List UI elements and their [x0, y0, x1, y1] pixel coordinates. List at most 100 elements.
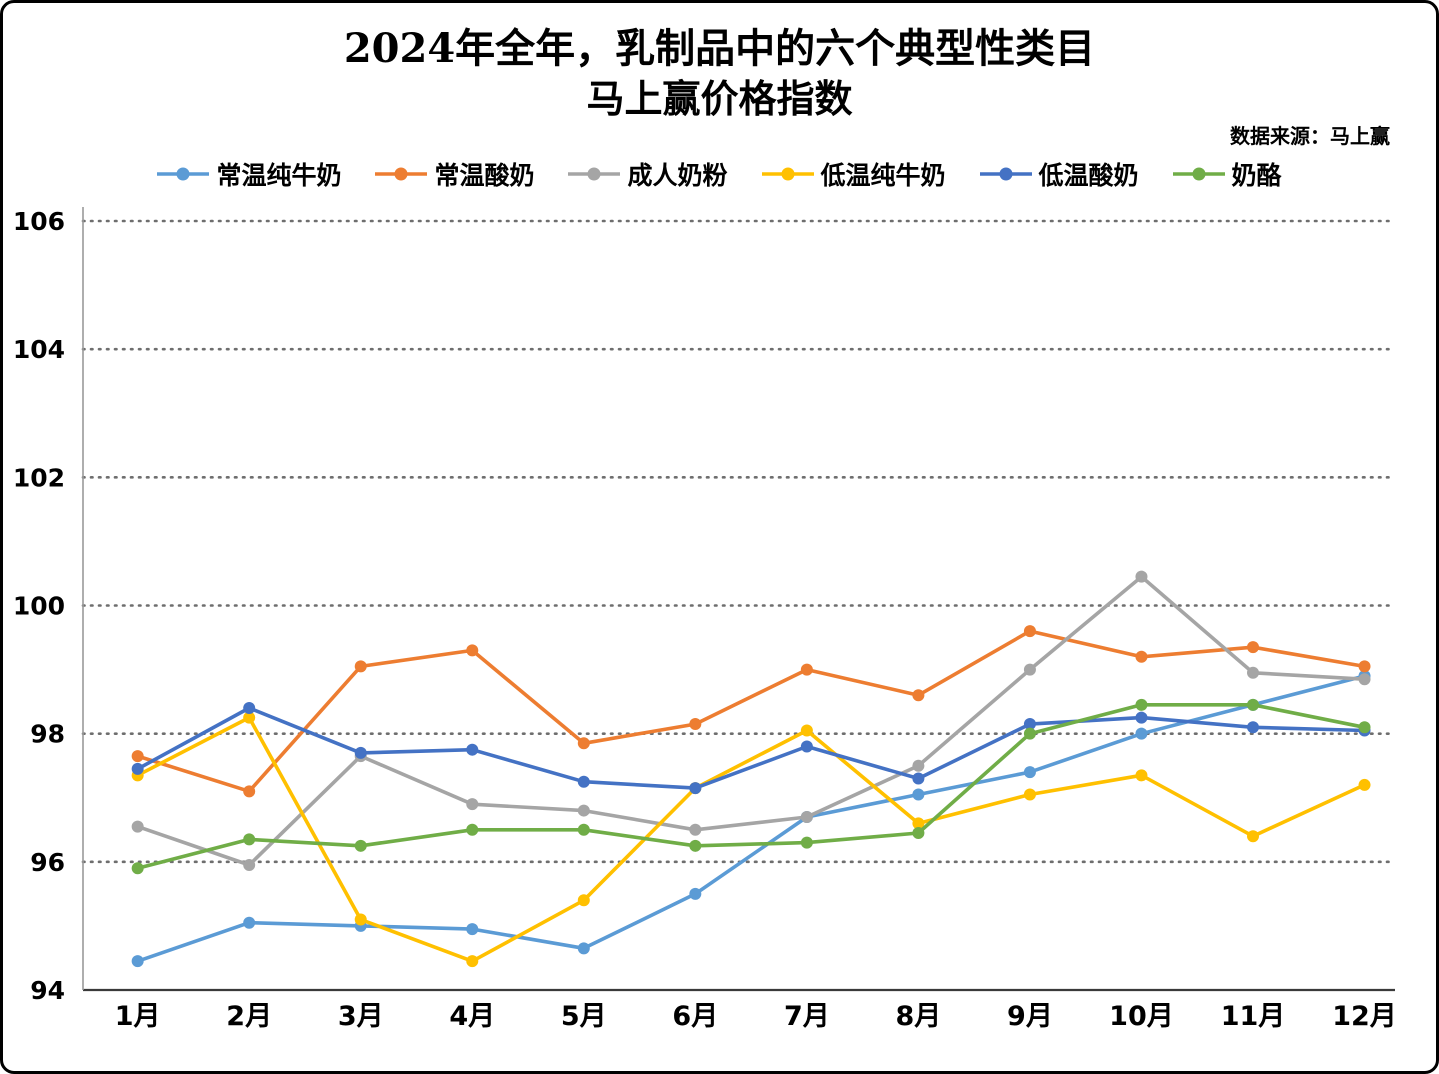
- data-point: [912, 772, 925, 785]
- data-point: [131, 750, 144, 763]
- chart-title-line2: 马上赢价格指数: [586, 76, 853, 121]
- series-line: [135, 629, 1367, 794]
- y-tick-label: 102: [13, 463, 65, 492]
- legend-label: 低温纯牛奶: [820, 161, 946, 190]
- x-tick-label: 10月: [1109, 1001, 1174, 1032]
- data-point: [912, 788, 925, 801]
- data-point: [243, 711, 256, 724]
- data-point: [1135, 769, 1148, 782]
- y-tick-label: 100: [13, 592, 65, 621]
- y-tick-label: 98: [30, 720, 65, 749]
- data-point: [1135, 711, 1148, 724]
- legend-item: 成人奶粉: [568, 156, 728, 192]
- legend-item: 常温酸奶: [375, 156, 534, 192]
- data-point: [689, 887, 702, 900]
- data-point: [1135, 698, 1148, 711]
- data-point: [1023, 663, 1036, 676]
- legend-marker-icon: [375, 167, 428, 181]
- legend-marker-icon: [761, 167, 814, 181]
- data-point: [243, 785, 256, 798]
- data-point: [1023, 727, 1036, 740]
- chart-legend: 常温纯牛奶 常温酸奶 成人奶粉 低温纯牛奶 低温酸奶 奶酪: [3, 157, 1436, 191]
- y-tick-label: 94: [30, 976, 65, 1005]
- y-tick-label: 106: [13, 207, 65, 236]
- data-point: [1247, 666, 1259, 679]
- data-point: [577, 894, 590, 907]
- data-point: [1023, 625, 1036, 638]
- data-point: [1023, 718, 1036, 731]
- data-point: [1247, 641, 1259, 654]
- data-point: [800, 724, 813, 737]
- data-point: [354, 839, 367, 852]
- data-point: [466, 955, 479, 968]
- legend-item: 奶酪: [1172, 156, 1282, 192]
- data-point: [1135, 727, 1148, 740]
- data-point: [131, 820, 144, 833]
- x-tick-label: 4月: [449, 1001, 495, 1032]
- data-point: [243, 916, 256, 929]
- legend-label: 低温酸奶: [1038, 161, 1139, 190]
- data-point: [243, 702, 256, 715]
- data-point: [1247, 698, 1259, 711]
- data-point: [577, 775, 590, 788]
- data-point: [800, 836, 813, 849]
- series-line: [135, 706, 1367, 790]
- x-tick-label: 9月: [1007, 1001, 1053, 1032]
- data-point: [1247, 830, 1259, 843]
- data-point: [131, 955, 144, 968]
- data-point: [466, 823, 479, 836]
- data-point: [577, 737, 590, 750]
- chart-title-line1: 2024年全年，乳制品中的六个典型性类目: [343, 25, 1096, 72]
- data-point: [466, 923, 479, 936]
- data-point: [912, 826, 925, 839]
- data-point: [1358, 778, 1371, 791]
- data-point: [1023, 788, 1036, 801]
- data-point: [1358, 721, 1371, 734]
- data-point: [1358, 660, 1371, 673]
- legend-marker-icon: [157, 167, 210, 181]
- x-tick-label: 7月: [784, 1001, 830, 1032]
- data-point: [131, 862, 144, 875]
- series-line: [135, 715, 1367, 964]
- x-tick-label: 2月: [226, 1001, 272, 1032]
- data-point: [1023, 766, 1036, 779]
- data-source-label: 数据来源：马上赢: [1230, 124, 1390, 148]
- plot-area-wrap: 94 96 98 100 102 104 106 1月 2月 3月 4月 5月 6月 7月 8月 9月 10月 1…: [3, 193, 1436, 1063]
- data-point: [577, 942, 590, 955]
- legend-label: 常温酸奶: [434, 161, 535, 190]
- x-tick-label: 5月: [561, 1001, 607, 1032]
- x-tick-label: 12月: [1332, 1001, 1397, 1032]
- x-tick-label: 8月: [896, 1001, 942, 1032]
- data-point: [1247, 721, 1259, 734]
- x-tick-label: 11月: [1221, 1001, 1286, 1032]
- data-point: [466, 798, 479, 811]
- legend-item: 常温纯牛奶: [157, 156, 341, 192]
- data-point: [131, 762, 144, 775]
- legend-marker-icon: [568, 167, 621, 181]
- y-tick-label: 104: [13, 335, 65, 364]
- legend-item: 低温酸奶: [979, 156, 1139, 192]
- series-line: [135, 574, 1367, 867]
- data-point: [1358, 673, 1371, 686]
- data-point: [243, 859, 256, 872]
- legend-label: 奶酪: [1231, 161, 1282, 190]
- data-point: [577, 823, 590, 836]
- data-point: [1135, 650, 1148, 663]
- data-point: [800, 740, 813, 753]
- data-point: [800, 663, 813, 676]
- legend-label: 成人奶粉: [627, 161, 728, 190]
- data-point: [689, 718, 702, 731]
- legend-label: 常温纯牛奶: [216, 161, 342, 190]
- legend-marker-icon: [979, 167, 1032, 181]
- data-point: [1135, 570, 1148, 583]
- price-index-line-chart: 94 96 98 100 102 104 106 1月 2月 3月 4月 5月 6月 7月 8月 9月 10月 1…: [13, 207, 1397, 1032]
- series-line: [135, 702, 1367, 871]
- data-point: [912, 759, 925, 772]
- data-point: [912, 689, 925, 702]
- data-point: [800, 810, 813, 823]
- data-point: [689, 839, 702, 852]
- x-tick-label: 3月: [338, 1001, 384, 1032]
- y-tick-label: 96: [30, 848, 65, 877]
- data-point: [689, 823, 702, 836]
- legend-marker-icon: [1172, 167, 1225, 181]
